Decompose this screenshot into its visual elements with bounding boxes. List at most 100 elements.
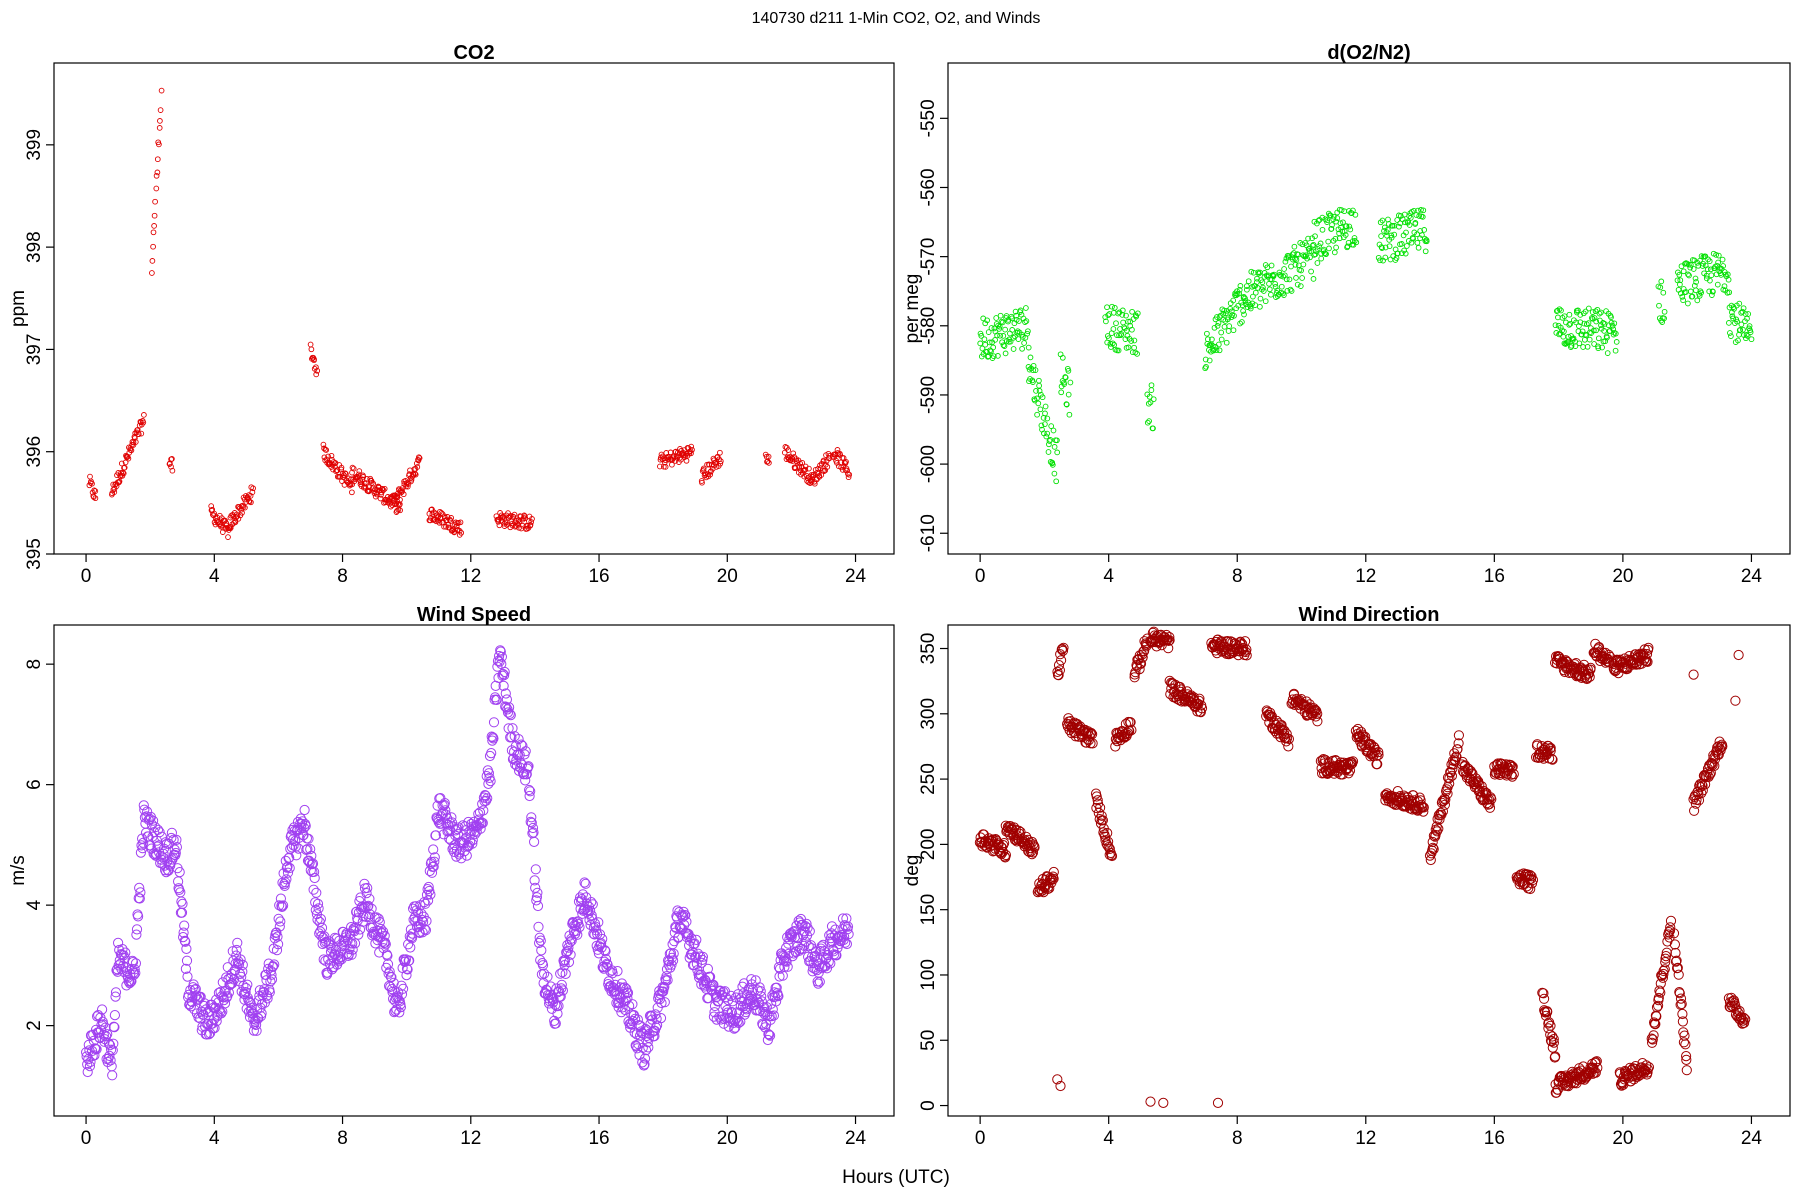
o2-data-point bbox=[1239, 319, 1245, 325]
wind_speed-data-point bbox=[307, 858, 319, 869]
wind_direction-x-tick-label: 0 bbox=[975, 1128, 986, 1149]
o2-data-point bbox=[1346, 223, 1353, 230]
wind_speed-data-point bbox=[299, 804, 310, 816]
co2-data-point bbox=[528, 519, 535, 525]
wind_speed-data-point bbox=[328, 961, 339, 973]
co2-data-point bbox=[132, 439, 139, 445]
o2-data-point bbox=[1288, 288, 1295, 294]
wind_speed-data-point bbox=[632, 1014, 644, 1025]
o2-data-point bbox=[1378, 233, 1384, 239]
wind_speed-data-point bbox=[401, 970, 412, 981]
wind_speed-data-point bbox=[662, 975, 673, 986]
o2-data-point bbox=[1000, 333, 1007, 339]
o2-data-point bbox=[1252, 302, 1259, 308]
wind_direction-data-point bbox=[1546, 753, 1558, 765]
co2-data-point bbox=[157, 107, 164, 113]
o2-data-point bbox=[1319, 226, 1326, 233]
wind_speed-data-point bbox=[211, 1016, 222, 1027]
wind_speed-data-point bbox=[779, 961, 790, 973]
wind_speed-data-point bbox=[548, 994, 559, 1005]
o2-data-point bbox=[1002, 326, 1008, 333]
o2-data-point bbox=[1015, 336, 1022, 342]
wind_speed-data-point bbox=[841, 913, 852, 924]
wind_speed-data-point bbox=[637, 1042, 648, 1053]
wind_direction-data-point bbox=[1283, 733, 1295, 745]
wind_direction-data-point bbox=[1642, 656, 1653, 668]
wind_speed-data-point bbox=[134, 893, 145, 904]
wind_speed-data-point bbox=[702, 963, 714, 974]
wind_direction-data-point bbox=[1395, 791, 1406, 802]
o2-data-point bbox=[1555, 314, 1561, 321]
wind_speed-data-point bbox=[144, 813, 155, 825]
wind_speed-data-point bbox=[344, 944, 355, 955]
o2-data-point bbox=[1588, 315, 1595, 321]
o2-data-point bbox=[1129, 326, 1135, 333]
co2-data-point bbox=[496, 522, 503, 529]
o2-data-point bbox=[1580, 310, 1587, 317]
wind_direction-data-point bbox=[1053, 670, 1064, 681]
co2-data-point bbox=[158, 87, 165, 94]
wind_speed-data-point bbox=[535, 935, 546, 946]
wind_speed-data-point bbox=[586, 897, 597, 908]
o2-data-point bbox=[1284, 287, 1291, 294]
o2-data-point bbox=[1045, 449, 1052, 455]
o2-data-point bbox=[1414, 239, 1421, 246]
co2-data-point bbox=[683, 457, 690, 464]
o2-data-point bbox=[1019, 345, 1025, 352]
o2-data-point bbox=[1023, 305, 1029, 311]
o2-data-point bbox=[1047, 437, 1054, 443]
wind_speed-data-point bbox=[499, 666, 510, 678]
o2-data-point bbox=[1242, 295, 1248, 302]
o2-data-point bbox=[1726, 289, 1733, 296]
o2-data-point bbox=[1307, 254, 1313, 261]
co2-x-tick-label: 24 bbox=[845, 566, 867, 587]
wind_direction-data-point bbox=[1447, 763, 1458, 774]
o2-data-point bbox=[1724, 271, 1731, 278]
wind_direction-data-point bbox=[1054, 665, 1066, 676]
wind_speed-data-point bbox=[454, 847, 465, 858]
panel-o2: d(O2/N2) per meg 0 4 8 12 16 20 24 -550 -560 -570 -5… bbox=[902, 42, 1791, 587]
wind_speed-data-point bbox=[135, 847, 146, 858]
o2-data-point bbox=[1202, 356, 1209, 363]
wind_direction-data-point bbox=[1026, 849, 1038, 860]
o2-data-point bbox=[1109, 340, 1116, 347]
wind_speed-data-point bbox=[181, 943, 192, 955]
o2-data-point bbox=[985, 329, 992, 335]
o2-data-point bbox=[1310, 241, 1317, 248]
wind_direction-data-point bbox=[1125, 717, 1136, 728]
o2-data-point bbox=[1342, 232, 1349, 238]
wind_speed-data-point bbox=[639, 1059, 650, 1070]
wind_speed-data-point bbox=[501, 702, 512, 713]
wind_direction-data-point bbox=[1312, 716, 1323, 727]
o2-data-point bbox=[1027, 354, 1034, 361]
wind_direction-data-point bbox=[1442, 788, 1453, 799]
co2-data-point bbox=[149, 258, 156, 264]
o2-data-point bbox=[1250, 293, 1256, 300]
wind_speed-data-point bbox=[487, 735, 498, 746]
wind_speed-data-point bbox=[268, 961, 279, 972]
wind_direction-data-point bbox=[1283, 741, 1294, 752]
wind_speed-data-point bbox=[479, 790, 491, 801]
wind_speed-data-point bbox=[114, 955, 125, 966]
o2-data-point bbox=[1058, 389, 1065, 396]
wind_speed-data-point bbox=[659, 997, 670, 1008]
wind_speed-data-point bbox=[807, 966, 818, 977]
wind_direction-data-point bbox=[1548, 1034, 1559, 1045]
wind_speed-data-point bbox=[120, 947, 131, 958]
wind_speed-data-point bbox=[781, 956, 792, 967]
o2-data-point bbox=[1707, 277, 1713, 284]
wind_speed-data-point bbox=[496, 651, 507, 662]
o2-data-point bbox=[1553, 330, 1560, 336]
o2-data-point bbox=[1236, 290, 1243, 297]
figure-x-axis-label: Hours (UTC) bbox=[842, 1167, 950, 1188]
o2-data-point bbox=[1561, 313, 1568, 320]
wind_speed-data-point bbox=[525, 786, 536, 797]
co2-y-tick-label: 395 bbox=[24, 538, 45, 570]
o2-data-point bbox=[1350, 207, 1356, 214]
wind_speed-data-point bbox=[347, 944, 358, 955]
wind_speed-data-point bbox=[467, 838, 478, 849]
o2-data-point bbox=[1735, 337, 1741, 344]
o2-data-point bbox=[1573, 319, 1579, 326]
o2-data-point bbox=[1118, 331, 1125, 337]
o2-data-point bbox=[1046, 438, 1053, 444]
